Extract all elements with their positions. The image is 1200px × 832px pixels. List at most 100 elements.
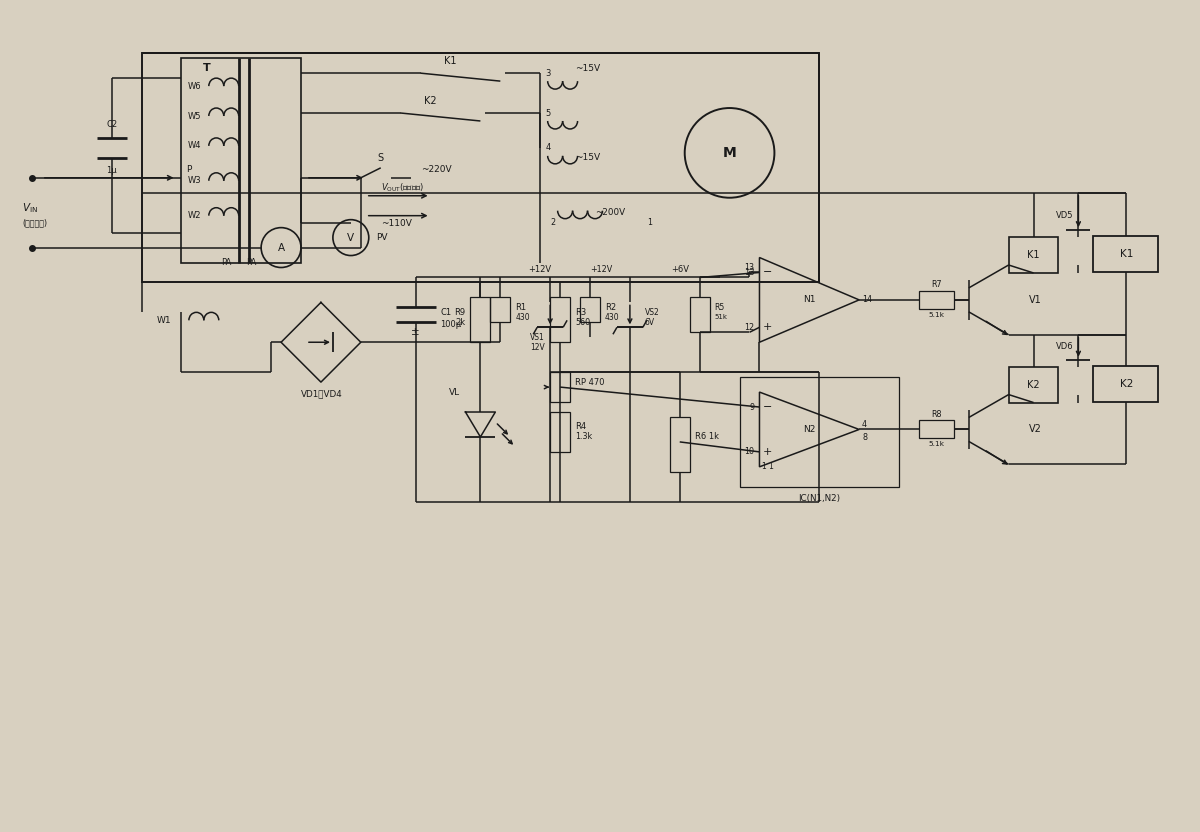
- Text: V2: V2: [1028, 424, 1042, 434]
- Text: R6 1k: R6 1k: [695, 433, 719, 442]
- Text: VS1: VS1: [530, 333, 545, 342]
- Text: T: T: [203, 63, 210, 73]
- Text: K2: K2: [1027, 379, 1040, 389]
- Bar: [690, 297, 709, 332]
- Text: C2: C2: [106, 121, 118, 130]
- Text: 9: 9: [749, 403, 755, 412]
- Text: 560: 560: [575, 318, 590, 327]
- Text: 4: 4: [862, 420, 868, 429]
- Bar: [550, 372, 570, 402]
- Text: 10: 10: [744, 448, 755, 457]
- Text: 13: 13: [744, 263, 755, 272]
- Text: VS2: VS2: [644, 308, 660, 317]
- Bar: [181, 58, 301, 263]
- Text: 14: 14: [862, 295, 872, 305]
- Text: R8: R8: [931, 410, 942, 419]
- Text: ~15V: ~15V: [575, 153, 600, 162]
- Bar: [919, 420, 954, 438]
- Bar: [919, 291, 954, 309]
- Text: RP 470: RP 470: [575, 378, 605, 387]
- Text: V: V: [347, 233, 354, 243]
- Text: W4: W4: [188, 141, 202, 151]
- Text: 12: 12: [744, 323, 755, 332]
- Text: R7: R7: [931, 280, 942, 290]
- Text: W1: W1: [156, 316, 172, 324]
- Text: 5.1k: 5.1k: [929, 442, 944, 448]
- Text: ~200V: ~200V: [595, 208, 625, 217]
- Text: +12V: +12V: [590, 265, 612, 274]
- Bar: [580, 297, 600, 322]
- Bar: [142, 53, 820, 282]
- Text: K1: K1: [444, 57, 457, 67]
- Text: 1 1: 1 1: [762, 463, 774, 472]
- Text: 6V: 6V: [644, 318, 655, 327]
- Text: W5: W5: [188, 111, 202, 121]
- Text: −: −: [762, 267, 772, 278]
- Bar: [1009, 367, 1058, 403]
- Text: N2: N2: [803, 425, 816, 434]
- Text: 2k: 2k: [455, 318, 466, 327]
- Text: IC(N1,N2): IC(N1,N2): [798, 494, 840, 503]
- Text: K2: K2: [1120, 379, 1133, 389]
- Text: ~15V: ~15V: [575, 64, 600, 72]
- Text: −: −: [762, 402, 772, 412]
- Text: ~220V: ~220V: [421, 166, 451, 175]
- Bar: [1009, 237, 1058, 273]
- Text: P: P: [186, 166, 192, 175]
- Text: A: A: [277, 243, 284, 253]
- Text: W6: W6: [187, 82, 202, 91]
- Text: R3: R3: [575, 308, 587, 317]
- Text: K1: K1: [1120, 249, 1133, 259]
- Bar: [470, 297, 491, 342]
- Text: $V_{\rm IN}$: $V_{\rm IN}$: [22, 201, 38, 215]
- Text: VD5: VD5: [1056, 210, 1074, 220]
- Text: R5: R5: [715, 303, 725, 312]
- Text: W2: W2: [188, 211, 202, 220]
- Text: 4: 4: [545, 143, 551, 152]
- Text: 1.3k: 1.3k: [575, 433, 593, 442]
- Text: K2: K2: [425, 96, 437, 106]
- Text: ±: ±: [412, 327, 420, 337]
- Text: PA: PA: [221, 258, 232, 267]
- Bar: [550, 297, 570, 342]
- Text: S: S: [378, 153, 384, 163]
- Text: K1: K1: [1027, 250, 1039, 260]
- Text: 8: 8: [862, 433, 868, 442]
- Bar: [550, 412, 570, 452]
- Text: 51k: 51k: [715, 314, 727, 320]
- Bar: [491, 297, 510, 322]
- Text: 1: 1: [647, 218, 653, 227]
- Text: $V_{\rm OUT}$(稳压输出): $V_{\rm OUT}$(稳压输出): [380, 181, 424, 194]
- Text: VL: VL: [449, 388, 461, 397]
- Text: 12V: 12V: [530, 343, 545, 352]
- Bar: [1093, 366, 1158, 402]
- Text: R2: R2: [605, 303, 616, 312]
- Text: 430: 430: [515, 313, 530, 322]
- Text: 2: 2: [550, 218, 556, 227]
- Bar: [1093, 236, 1158, 272]
- Text: +12V: +12V: [529, 265, 552, 274]
- Text: PA: PA: [246, 258, 257, 267]
- Text: VD6: VD6: [1056, 342, 1074, 351]
- Text: R1: R1: [515, 303, 527, 312]
- Text: 430: 430: [605, 313, 619, 322]
- Text: +: +: [762, 322, 772, 332]
- Text: R9: R9: [455, 308, 466, 317]
- Text: +: +: [762, 447, 772, 457]
- Text: VD1～VD4: VD1～VD4: [301, 389, 343, 399]
- Bar: [739, 377, 899, 487]
- Text: +6V: +6V: [671, 265, 689, 274]
- Text: 13: 13: [744, 268, 755, 277]
- Text: ~110V: ~110V: [380, 219, 412, 228]
- Text: R4: R4: [575, 423, 587, 432]
- Text: 5: 5: [545, 108, 551, 117]
- Text: PV: PV: [376, 233, 388, 242]
- Text: 3: 3: [545, 69, 551, 77]
- Text: 5.1k: 5.1k: [929, 312, 944, 318]
- Text: C1: C1: [440, 308, 451, 317]
- Bar: [670, 417, 690, 472]
- Text: N1: N1: [803, 295, 816, 305]
- Text: W3: W3: [187, 176, 202, 186]
- Text: (市电电压): (市电电压): [22, 218, 47, 227]
- Text: V1: V1: [1028, 295, 1042, 305]
